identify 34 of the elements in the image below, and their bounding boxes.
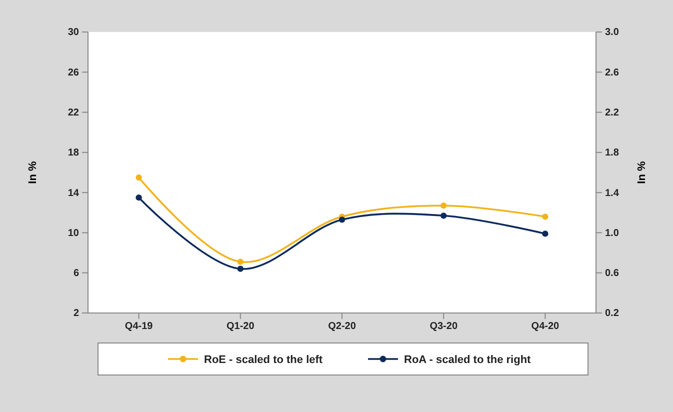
point bbox=[136, 174, 142, 181]
point bbox=[440, 212, 447, 219]
y2-tick-label: 3.0 bbox=[605, 27, 620, 38]
y-tick-label: 22 bbox=[68, 107, 80, 118]
x-tick-label: Q3-20 bbox=[430, 321, 458, 332]
y-tick-label: 6 bbox=[73, 268, 80, 280]
y2-tick-label: 2.6 bbox=[605, 67, 620, 78]
y-axis-title: In % bbox=[27, 160, 39, 184]
y2-tick-label: 1.4 bbox=[605, 188, 620, 199]
point bbox=[440, 202, 447, 209]
y-tick-label: 18 bbox=[68, 148, 80, 159]
y2-tick-label: 0.6 bbox=[605, 268, 620, 280]
y2-tick-label: 0.2 bbox=[605, 308, 620, 320]
y-tick-label: 2 bbox=[73, 308, 80, 320]
point bbox=[237, 266, 244, 272]
legend-label: RoE - scaled to the left bbox=[204, 354, 323, 366]
point bbox=[338, 216, 346, 223]
y2-tick-label: 1.0 bbox=[605, 228, 620, 239]
x-tick-label: Q4-20 bbox=[531, 321, 560, 332]
y-tick-label: 10 bbox=[68, 228, 80, 239]
point bbox=[136, 194, 142, 201]
y-tick-label: 30 bbox=[68, 27, 80, 38]
y2-axis-title: In % bbox=[636, 160, 648, 184]
y2-tick-label: 2.2 bbox=[605, 107, 620, 118]
y-tick-label: 14 bbox=[68, 188, 80, 199]
x-tick-label: Q4-19 bbox=[124, 321, 154, 332]
y-tick-label: 26 bbox=[68, 67, 80, 78]
legend-label: RoA - scaled to the right bbox=[404, 354, 532, 366]
point bbox=[237, 258, 244, 265]
y2-tick-label: 1.8 bbox=[605, 148, 620, 159]
point bbox=[542, 214, 548, 220]
x-tick-label: Q1-20 bbox=[226, 321, 255, 332]
x-tick-label: Q2-20 bbox=[328, 321, 356, 332]
point bbox=[542, 230, 548, 237]
